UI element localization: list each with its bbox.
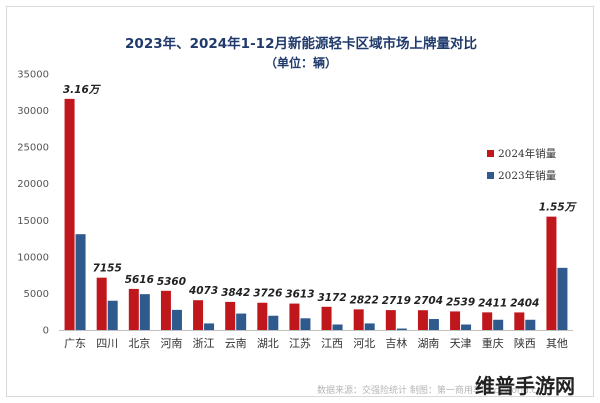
- data-label: 3726: [253, 288, 282, 300]
- bar-2023: [139, 294, 150, 330]
- category-label: 陕西: [514, 336, 536, 350]
- data-label: 2822: [350, 294, 379, 306]
- bar-2024: [225, 301, 236, 330]
- data-label: 3842: [221, 287, 250, 299]
- bar-2023: [300, 318, 311, 330]
- category-label: 浙江: [193, 337, 215, 350]
- footer-source: 数据来源：交强险统计 制图：第一商用车网 cvworld.cn: [317, 384, 542, 396]
- bar-2024: [482, 312, 493, 330]
- chart-subtitle: （单位：辆）: [265, 55, 337, 70]
- y-tick-label: 30000: [17, 106, 49, 117]
- bar-2023: [557, 267, 568, 330]
- category-label: 重庆: [482, 336, 504, 350]
- data-label: 3613: [285, 289, 314, 301]
- bar-2023: [268, 315, 279, 330]
- bar-2024: [385, 310, 396, 330]
- y-tick-label: 10000: [17, 252, 49, 263]
- data-label: 1.55万: [539, 202, 578, 214]
- data-label: 5616: [125, 274, 154, 286]
- bar-2024: [417, 310, 428, 330]
- y-tick-label: 15000: [17, 216, 49, 227]
- bar-layer: [64, 98, 568, 331]
- bar-2023: [204, 323, 215, 330]
- y-tick-label: 0: [43, 326, 49, 337]
- category-label: 云南: [225, 337, 247, 350]
- chart-frame: 2023年、2024年1-12月新能源轻卡区域市场上牌量对比 （单位：辆） 0 5…: [6, 6, 594, 398]
- bar-2023: [171, 309, 182, 330]
- bar-2024: [160, 290, 171, 330]
- data-label: 2404: [510, 297, 539, 309]
- legend-label: 2024年销量: [498, 147, 557, 160]
- chart-title: 2023年、2024年1-12月新能源轻卡区域市场上牌量对比: [125, 35, 477, 52]
- legend-swatch: [487, 172, 494, 179]
- bar-2023: [396, 328, 407, 330]
- data-label: 2704: [414, 295, 443, 307]
- bar-2024: [450, 311, 461, 330]
- data-label: 2539: [446, 296, 475, 308]
- bar-2024: [546, 216, 557, 330]
- category-label: 广东: [64, 337, 86, 350]
- axis-layer: 0 5000 10000 15000 20000 25000 30000 35000 广东 四川北…: [17, 70, 573, 350]
- category-label: 北京: [128, 336, 150, 350]
- data-label: 5360: [157, 276, 186, 288]
- category-label: 天津: [450, 337, 472, 350]
- bar-2024: [257, 302, 268, 330]
- category-label: 其他: [546, 337, 568, 350]
- y-tick-label: 5000: [24, 289, 49, 300]
- legend: 2024年销量 2023年销量: [487, 147, 557, 182]
- bar-2023: [364, 323, 375, 330]
- watermark-text: 维普手游网: [475, 374, 575, 398]
- category-label: 四川: [96, 337, 118, 350]
- bar-2024: [96, 277, 107, 330]
- bar-2023: [236, 313, 247, 330]
- bar-2024: [514, 312, 525, 330]
- bar-2023: [332, 324, 343, 330]
- bar-2023: [461, 324, 472, 330]
- data-label: 2411: [478, 297, 507, 309]
- data-label: 7155: [93, 263, 122, 275]
- category-label: 湖南: [417, 337, 439, 350]
- category-label: 河北: [353, 337, 375, 350]
- category-label: 江苏: [289, 337, 311, 350]
- bar-2024: [289, 303, 300, 330]
- bar-2023: [75, 234, 86, 330]
- bar-2023: [525, 319, 536, 330]
- bar-2024: [64, 98, 75, 331]
- chart-canvas: 2023年、2024年1-12月新能源轻卡区域市场上牌量对比 （单位：辆） 0 5…: [17, 35, 578, 398]
- bar-2023: [493, 319, 504, 330]
- data-label: 2719: [382, 295, 411, 307]
- legend-swatch: [487, 150, 494, 157]
- y-tick-label: 25000: [17, 143, 49, 154]
- bar-2024: [193, 300, 204, 330]
- category-label: 河南: [160, 337, 182, 350]
- data-label: 3.16万: [63, 84, 102, 96]
- category-label: 湖北: [257, 337, 279, 350]
- data-label: 4073: [188, 285, 218, 297]
- bar-2024: [321, 306, 332, 330]
- category-label: 江西: [321, 337, 343, 350]
- bar-2023: [428, 319, 439, 330]
- category-label: 吉林: [385, 336, 407, 350]
- bar-2024: [128, 288, 139, 330]
- legend-label: 2023年销量: [498, 169, 557, 182]
- bar-2024: [353, 309, 364, 330]
- bar-2023: [107, 300, 118, 330]
- y-tick-label: 20000: [17, 179, 49, 190]
- data-label: 3172: [317, 292, 346, 304]
- y-tick-label: 35000: [17, 70, 49, 81]
